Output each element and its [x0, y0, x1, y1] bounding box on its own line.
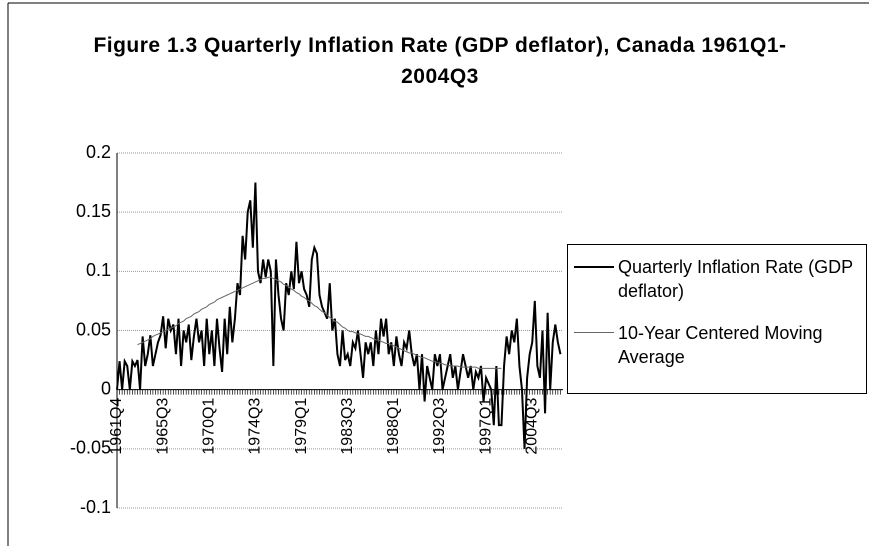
x-tick-label: 1974Q3	[247, 398, 264, 455]
y-tick-label: 0.05	[76, 319, 111, 339]
x-tick-label: 1961Q4	[108, 398, 125, 455]
legend-label: Quarterly Inflation Rate (GDP deflator)	[618, 257, 853, 301]
legend: Quarterly Inflation Rate (GDP deflator) 1…	[567, 244, 867, 394]
y-tick-label: 0.15	[76, 201, 111, 221]
y-tick-label: 0.1	[86, 260, 111, 280]
x-tick-label: 1970Q1	[200, 398, 217, 455]
x-tick-label: 1965Q3	[154, 398, 171, 455]
x-tick-label: 1988Q1	[385, 398, 402, 455]
legend-label: 10-Year Centered Moving Average	[618, 323, 823, 367]
series-line	[116, 182, 562, 449]
y-tick-label: 0.2	[86, 142, 111, 162]
chart-title: Figure 1.3 Quarterly Inflation Rate (GDP…	[93, 34, 787, 88]
y-tick-label: -0.05	[70, 438, 111, 458]
y-tick-label: 0	[101, 378, 111, 398]
legend-swatch	[574, 332, 614, 333]
x-tick-label: 1979Q1	[293, 398, 310, 455]
x-tick-label: 1983Q3	[339, 398, 356, 455]
series-line	[137, 276, 502, 369]
legend-swatch	[574, 266, 614, 268]
x-tick-label: 1992Q3	[431, 398, 448, 455]
x-tick-label: 1997Q1	[477, 398, 494, 455]
x-tick-label: 2004Q3	[523, 398, 540, 455]
y-tick-label: -0.1	[80, 497, 111, 517]
